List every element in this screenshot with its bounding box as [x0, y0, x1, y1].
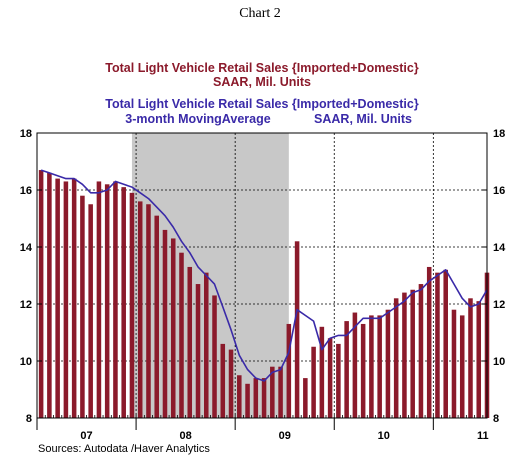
bar [80, 195, 85, 418]
x-tick-label: 07 [80, 430, 92, 442]
y-tick-label-right: 8 [493, 413, 499, 425]
bar [468, 298, 473, 418]
y-tick-label-right: 16 [493, 185, 505, 197]
series1-title-line2: SAAR, Mil. Units [213, 75, 311, 89]
y-tick-label-left: 14 [20, 242, 33, 254]
bar [393, 298, 399, 418]
bar [47, 172, 52, 418]
bar [377, 315, 382, 418]
bar [228, 349, 234, 418]
bar [212, 295, 217, 418]
bar [294, 241, 300, 418]
bar [245, 383, 250, 418]
series2-title-line2a: 3-month MovingAverage [125, 112, 270, 126]
bar [443, 269, 448, 418]
bar [162, 229, 168, 418]
bar [476, 301, 482, 418]
bar [170, 238, 176, 418]
bar [129, 192, 135, 418]
bar [237, 375, 242, 418]
bar [38, 170, 44, 418]
bar [270, 366, 275, 418]
bar [451, 309, 457, 418]
bar [352, 312, 358, 418]
y-tick-label-left: 16 [20, 185, 32, 197]
bar [261, 378, 267, 418]
bar [104, 184, 110, 418]
x-tick-label: 10 [378, 430, 390, 442]
bar [179, 252, 184, 418]
plot-area [36, 132, 490, 430]
bar [88, 204, 93, 418]
y-tick-label-left: 8 [26, 413, 32, 425]
y-tick-label-right: 10 [493, 356, 505, 368]
bar [327, 338, 333, 418]
bar [286, 323, 292, 418]
bar [303, 378, 308, 418]
y-tick-label-right: 14 [493, 242, 506, 254]
x-tick-label: 08 [179, 430, 191, 442]
bar [435, 272, 440, 418]
bar [187, 266, 193, 418]
bar [253, 378, 259, 418]
bar [459, 315, 465, 418]
y-tick-label-right: 18 [493, 128, 505, 140]
bar [96, 181, 102, 418]
bar [195, 284, 201, 418]
x-tick-label: 11 [477, 430, 489, 442]
bar [146, 204, 151, 418]
bar [113, 181, 118, 418]
bar [336, 343, 341, 418]
plot-frame [36, 132, 488, 419]
bar [369, 315, 374, 418]
bar [220, 343, 226, 418]
bar [319, 326, 325, 418]
bar [385, 309, 391, 418]
bar [344, 321, 349, 418]
bar [360, 323, 366, 418]
series2-title-line1: Total Light Vehicle Retail Sales {Import… [105, 97, 419, 111]
bar [410, 289, 415, 418]
bar [278, 366, 283, 418]
bar [311, 346, 316, 418]
x-tick-label: 09 [279, 430, 291, 442]
y-tick-label-right: 12 [493, 299, 505, 311]
y-tick-label-left: 12 [20, 299, 32, 311]
source-note: Sources: Autodata /Haver Analytics [38, 443, 210, 455]
bar [402, 292, 407, 418]
bar [71, 178, 77, 418]
moving-average-line [40, 169, 488, 382]
bar [154, 215, 159, 418]
bar [137, 201, 143, 418]
series2-title-line2b: SAAR, Mil. Units [314, 112, 412, 126]
chart-caption: Chart 2 [239, 6, 281, 21]
bar [418, 284, 424, 418]
y-tick-label-left: 10 [20, 356, 32, 368]
bar [203, 272, 209, 418]
series1-title-line1: Total Light Vehicle Retail Sales {Import… [105, 61, 419, 75]
bar [121, 187, 126, 418]
bar [63, 181, 69, 418]
bar [55, 178, 60, 418]
y-tick-label-left: 18 [20, 128, 32, 140]
bar [426, 266, 432, 418]
